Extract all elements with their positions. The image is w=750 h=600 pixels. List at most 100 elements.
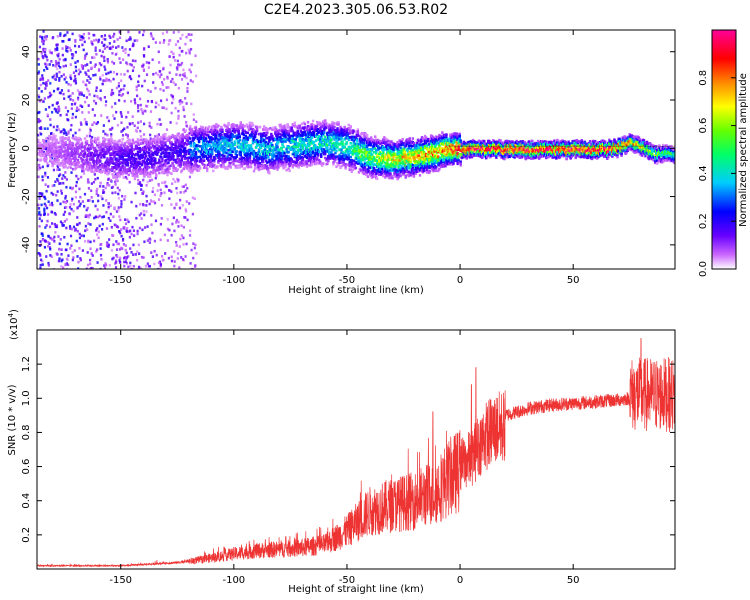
spectrogram-cell (108, 170, 111, 174)
spectrogram-cell (109, 70, 112, 74)
spectrogram-cell (68, 46, 71, 50)
spectrogram-cell (105, 242, 109, 246)
spectrogram-cell (298, 161, 302, 164)
spectrogram-cell (288, 164, 291, 168)
spectrogram-cell (68, 165, 71, 169)
spectrogram-cell (48, 143, 51, 147)
spectrogram-cell (95, 189, 98, 193)
spectrogram-cell (91, 42, 94, 46)
spectrogram-cell (198, 144, 202, 148)
spectrogram-cell (194, 54, 197, 58)
spectrogram-cell (178, 245, 181, 248)
spectrogram-cell (128, 149, 132, 152)
spectrogram-cell (208, 125, 211, 129)
spectrogram-cell (107, 141, 110, 145)
spectrogram-cell (182, 161, 185, 164)
spectrogram-cell (144, 173, 148, 176)
spectrogram-cell (210, 140, 213, 144)
spectrogram-cell (126, 161, 129, 165)
spectrogram-cell (103, 34, 107, 37)
spectrogram-cell (46, 136, 49, 140)
spectrogram-cell (166, 148, 169, 151)
spectrogram-cell (308, 133, 312, 137)
spectrogram-cell (179, 154, 182, 157)
spectrogram-cell (93, 121, 96, 124)
spectrogram-cell (126, 218, 129, 222)
spectrogram-cell (80, 93, 84, 96)
spectrogram-cell (225, 133, 228, 136)
spectrogram-cell (97, 194, 100, 197)
spectrogram-cell (140, 188, 143, 191)
spectrogram-cell (306, 142, 310, 146)
spectrogram-cell (40, 232, 43, 235)
spectrogram-cell (178, 46, 181, 50)
spectrogram-cell (118, 139, 121, 142)
spectrogram-cell (90, 40, 93, 43)
spectrogram-cell (48, 151, 51, 154)
spectrogram-cell (142, 256, 145, 259)
spectrogram-cell (336, 145, 339, 149)
spectrogram-cell (273, 128, 276, 131)
spectrogram-cell (177, 220, 180, 224)
spectrogram-cell (133, 100, 137, 104)
spectrogram-cell (88, 161, 92, 165)
spectrogram-cell (310, 123, 314, 126)
spectrogram-cell (284, 162, 287, 166)
spectrogram-cell (335, 140, 338, 144)
spectrogram-cell (271, 158, 274, 161)
spectrogram-cell (316, 122, 320, 126)
spectrogram-cell (86, 161, 90, 164)
spectrogram-cell (171, 101, 174, 105)
spectrogram-cell (168, 152, 171, 155)
spectrogram-cell (88, 213, 92, 217)
spectrogram-cell (190, 162, 194, 166)
spectrogram-cell (161, 106, 164, 109)
spectrogram-cell (103, 96, 106, 99)
spectrogram-cell (45, 224, 48, 227)
spectrogram-cell (42, 39, 46, 43)
spectrogram-cell (51, 238, 54, 241)
spectrogram-cell (272, 126, 275, 130)
spectrogram-cell (65, 80, 68, 84)
spectrogram-cell (115, 157, 118, 161)
spectrogram-cell (121, 128, 125, 132)
spectrogram-cell (149, 238, 152, 241)
spectrogram-cell (63, 97, 66, 100)
spectrogram-cell (148, 124, 151, 128)
spectrogram-cell (300, 161, 304, 165)
spectrogram-cell (38, 252, 41, 256)
spectrogram-cell (83, 137, 87, 140)
spectrogram-cell (86, 206, 89, 210)
spectrogram-cell (74, 65, 77, 69)
spectrogram-cell (118, 99, 121, 102)
spectrogram-cell (283, 161, 286, 164)
spectrogram-cell (196, 155, 200, 159)
spectrogram-cell (78, 34, 81, 37)
spectrogram-cell (190, 129, 194, 132)
spectrogram-cell (37, 168, 40, 171)
spectrogram-cell (75, 165, 79, 169)
spectrogram-cell (333, 122, 336, 125)
spectrogram-cell (224, 159, 227, 163)
spectrogram-cell (115, 177, 118, 181)
spectrogram-cell (242, 150, 246, 154)
spectrogram-heatmap (37, 30, 675, 269)
spectrogram-cell (160, 155, 163, 159)
spectrogram-cell (65, 199, 69, 203)
spectrogram-cell (293, 142, 296, 146)
spectrogram-cell (302, 162, 306, 165)
spectrogram-cell (148, 139, 152, 143)
spectrogram-cell (335, 143, 338, 147)
spectrogram-cell (184, 183, 187, 187)
spectrogram-cell (106, 157, 109, 160)
spectrogram-cell (100, 243, 103, 246)
spectrogram-cell (118, 90, 121, 93)
spectrogram-cell (184, 149, 188, 153)
spectrogram-cell (90, 196, 93, 199)
spectrogram-cell (168, 189, 171, 192)
spectrogram-cell (184, 129, 188, 132)
spectrogram-cell (142, 190, 145, 193)
spectrogram-cell (314, 139, 318, 142)
spectrogram-cell (85, 142, 89, 146)
spectrogram-cell (238, 163, 241, 167)
